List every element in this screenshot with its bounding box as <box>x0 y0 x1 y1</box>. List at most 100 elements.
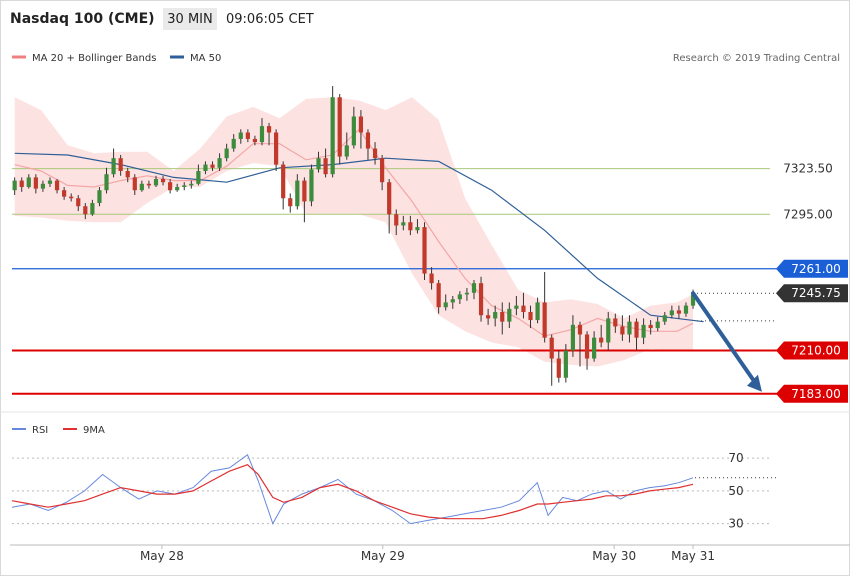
candle <box>478 276 484 322</box>
candle-body <box>521 305 526 313</box>
candle <box>549 334 554 386</box>
candle-body <box>471 283 477 293</box>
candle-body <box>606 318 611 343</box>
candle <box>606 312 611 351</box>
candle-body <box>634 321 639 338</box>
candle <box>443 294 448 311</box>
candle-body <box>394 214 399 226</box>
candlesticks <box>12 86 776 386</box>
candle <box>372 142 378 165</box>
candle-body <box>337 97 342 157</box>
candle <box>450 296 455 309</box>
candle <box>408 215 413 236</box>
candle-body <box>401 222 406 226</box>
candle <box>337 94 342 165</box>
candle <box>83 203 88 220</box>
candle <box>683 302 689 317</box>
candle <box>592 331 597 362</box>
candle <box>266 122 272 146</box>
level-label-0: 7261.00 <box>791 262 841 276</box>
candle <box>309 164 314 207</box>
candle <box>132 174 137 196</box>
candle <box>422 222 427 280</box>
candle <box>627 315 632 343</box>
candle-body <box>266 126 272 133</box>
candle-body <box>146 183 152 186</box>
candle-body <box>316 158 321 170</box>
candle <box>330 86 335 178</box>
candle <box>521 292 526 319</box>
candle-body <box>542 302 547 338</box>
level-lines: 7261.00 7210.00 7183.00 7245.75 <box>12 259 848 403</box>
candle-body <box>295 180 300 207</box>
candle <box>464 287 470 301</box>
candle <box>259 118 265 146</box>
candle-body <box>281 164 286 199</box>
candle <box>302 177 307 223</box>
candle-body <box>655 321 660 329</box>
candle <box>33 174 38 194</box>
candle-body <box>549 337 554 359</box>
candle-body <box>592 337 597 359</box>
candle <box>160 175 166 186</box>
candle <box>153 175 159 188</box>
candle-body <box>125 170 130 178</box>
candle <box>514 296 519 316</box>
candle <box>641 318 646 345</box>
candle-body <box>69 196 74 199</box>
rsi-axis: 70 50 30 <box>728 451 743 531</box>
candle <box>288 193 293 213</box>
candle-body <box>584 334 590 359</box>
candle-body <box>372 148 378 159</box>
level-badge-1 <box>776 341 848 360</box>
candle-body <box>514 305 519 309</box>
level-badge-2 <box>776 384 848 403</box>
candle <box>252 135 258 146</box>
candle-body <box>309 169 314 202</box>
candle-body <box>160 178 166 183</box>
candle-body <box>450 299 455 303</box>
candle-body <box>182 185 187 188</box>
last-price-label: 7245.75 <box>791 286 841 300</box>
candle-body <box>429 273 434 284</box>
candle <box>457 291 462 305</box>
candle-body <box>104 174 109 191</box>
candle-body <box>259 126 265 143</box>
candle <box>655 316 660 332</box>
candle <box>429 267 434 290</box>
candle-body <box>507 308 512 322</box>
candle-body <box>224 148 229 159</box>
candle <box>295 174 300 210</box>
candle-body <box>662 315 667 322</box>
last-price-badge <box>776 284 848 303</box>
candle-body <box>436 283 441 308</box>
candle <box>210 161 215 171</box>
candle <box>535 297 540 324</box>
candle <box>118 154 123 176</box>
legend-ma20-label: MA 20 + Bollinger Bands <box>32 53 156 64</box>
timeframe-label: 30 MIN <box>167 12 212 27</box>
timeframe-badge[interactable] <box>163 8 217 30</box>
candle <box>54 178 60 194</box>
candle <box>486 308 491 325</box>
candle <box>168 178 173 194</box>
candle-body <box>175 187 180 191</box>
candle <box>401 215 406 231</box>
forecast-arrow-head <box>746 374 762 392</box>
candle-body <box>19 180 24 188</box>
ma50-line <box>14 152 704 323</box>
candle-body <box>493 312 498 319</box>
candle <box>577 321 583 367</box>
candle-body <box>535 302 540 321</box>
candle-body <box>457 294 462 300</box>
candle <box>528 305 533 329</box>
candle-body <box>408 222 413 231</box>
candle <box>394 209 399 236</box>
candle-body <box>323 158 328 175</box>
candle-body <box>577 324 583 335</box>
candle-body <box>500 312 505 322</box>
candle-body <box>210 164 215 168</box>
candle-body <box>47 180 53 184</box>
